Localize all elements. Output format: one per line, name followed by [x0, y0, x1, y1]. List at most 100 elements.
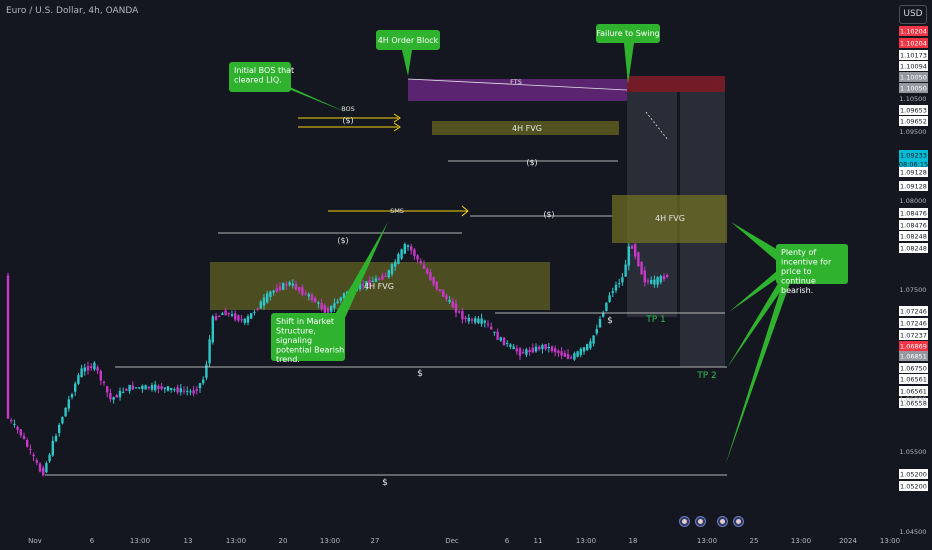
- candle-body: [147, 386, 150, 389]
- price-tag: [899, 83, 928, 93]
- candle-body: [314, 298, 317, 303]
- candle-body: [208, 339, 211, 364]
- candle-body: [653, 279, 656, 285]
- candle-body: [266, 293, 269, 303]
- shift-callout: [271, 313, 345, 361]
- candle-body: [637, 252, 640, 267]
- x-tick-label: 13:00: [576, 537, 596, 545]
- price-tag: [899, 61, 928, 71]
- candle-body: [563, 352, 566, 357]
- x-tick-label: 13:00: [697, 537, 717, 545]
- candle-body: [19, 429, 22, 436]
- candle-body: [125, 388, 128, 391]
- candle-body: [160, 386, 163, 390]
- candle-body: [29, 449, 32, 451]
- price-tag: [899, 116, 928, 126]
- x-tick-label: 13:00: [880, 537, 900, 545]
- candle-body: [298, 287, 301, 291]
- liquidity-mark: $: [607, 316, 613, 326]
- price-tag-label: 1.08476: [900, 210, 927, 218]
- fvg-label: 4H FVG: [512, 124, 542, 133]
- candle-body: [374, 278, 378, 282]
- price-tag-label: 1.08248: [900, 245, 927, 253]
- liquidity-mark: ($): [342, 116, 353, 125]
- candle-body: [358, 283, 362, 290]
- candle-body: [586, 344, 589, 351]
- candle-body: [112, 397, 115, 400]
- candle-body: [403, 244, 406, 254]
- price-tag-label: 1.09128: [900, 183, 927, 191]
- price-tag: [899, 38, 928, 48]
- candle-body: [237, 315, 240, 321]
- incentive-callout-text: price to: [781, 267, 812, 276]
- economic-event-flag-icon[interactable]: [717, 516, 728, 527]
- candle-body: [362, 284, 365, 286]
- fvg-zone: [432, 121, 619, 135]
- candle-body: [496, 331, 499, 340]
- candle-body: [371, 281, 374, 283]
- candle-body: [435, 281, 438, 290]
- candle-body: [48, 454, 51, 462]
- candle-body: [490, 326, 493, 330]
- shift-callout-pointer: [334, 222, 388, 318]
- price-tag: [899, 386, 928, 396]
- candle-body: [141, 385, 144, 389]
- candle-body: [182, 390, 186, 392]
- tp1-label: TP 1: [645, 315, 666, 325]
- currency-button[interactable]: USD: [899, 5, 927, 24]
- x-tick-label: 11: [534, 537, 543, 545]
- economic-event-flag-icon[interactable]: [679, 516, 690, 527]
- economic-event-flag-icon[interactable]: [733, 516, 744, 527]
- candle-body: [333, 303, 336, 309]
- candle-body: [666, 275, 669, 278]
- candle-body: [518, 348, 522, 356]
- price-tag-label: 1.06561: [900, 388, 927, 396]
- candle-body: [528, 349, 531, 353]
- price-tag: [899, 398, 928, 408]
- price-tag: [899, 208, 928, 218]
- x-tick-label: 2024: [839, 537, 857, 545]
- price-axis: [897, 0, 932, 550]
- candle-body: [282, 283, 285, 290]
- candle-body: [109, 393, 112, 400]
- candle-body: [128, 384, 131, 392]
- candle-body: [576, 351, 579, 357]
- candle-body: [627, 246, 630, 266]
- price-tag-label: 1.07246: [900, 308, 927, 316]
- candle-body: [118, 391, 122, 398]
- candle-body: [42, 467, 45, 476]
- candle-body: [438, 288, 442, 291]
- candle-body: [573, 353, 576, 360]
- order-block-callout-pointer: [402, 50, 412, 76]
- price-tag: [899, 167, 928, 177]
- candle-body: [605, 302, 608, 311]
- x-tick-label: 13: [184, 537, 193, 545]
- y-tick-label: 1.09500: [900, 128, 927, 136]
- fts-label: FTS: [510, 78, 522, 86]
- x-tick-label: 6: [90, 537, 95, 545]
- candle-body: [451, 301, 454, 308]
- candle-body: [310, 294, 314, 301]
- economic-event-flag-icon[interactable]: [695, 516, 706, 527]
- candle-body: [621, 277, 624, 283]
- liquidity-mark: $: [382, 478, 388, 488]
- incentive-callout-text: continue: [781, 277, 816, 286]
- candle-body: [608, 295, 611, 302]
- candle-body: [534, 346, 538, 352]
- candle-body: [384, 275, 387, 277]
- candle-body: [179, 388, 182, 393]
- candle-body: [618, 283, 621, 285]
- candle-body: [550, 346, 554, 352]
- candle-body: [659, 276, 662, 283]
- candle-body: [64, 407, 67, 417]
- candle-body: [640, 261, 643, 275]
- candle-body: [650, 280, 653, 284]
- candle-body: [54, 435, 58, 442]
- candle-body: [259, 301, 262, 309]
- price-tag-label: 1.06869: [900, 343, 927, 351]
- price-tag-label: 1.10173: [900, 52, 927, 60]
- candle-body: [320, 303, 323, 310]
- candle-body: [10, 420, 13, 422]
- candle-body: [464, 317, 467, 319]
